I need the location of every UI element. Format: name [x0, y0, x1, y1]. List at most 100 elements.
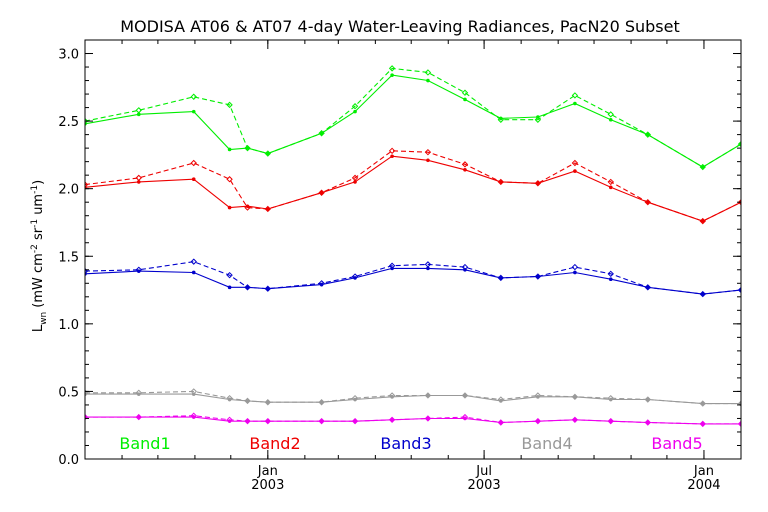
band4-at06-point — [390, 395, 394, 399]
band1-at06-point — [426, 78, 430, 83]
band5-at06-point — [266, 419, 270, 423]
band1-at06-point — [227, 147, 232, 152]
band1-at06-point — [463, 97, 467, 102]
band4-at06-point — [426, 393, 430, 398]
band3-at06-point — [463, 267, 467, 272]
band3-at06-line — [85, 267, 741, 295]
y-tick-label: 0.0 — [58, 453, 79, 468]
band3-at06-point — [608, 277, 613, 282]
band5-at07-point — [607, 417, 614, 425]
y-tick-label: 3.0 — [58, 48, 79, 63]
band4-at07-point — [644, 396, 652, 403]
band4-at06-point — [136, 392, 141, 396]
band5-at07-point — [264, 417, 272, 425]
band1-at07-point — [737, 140, 741, 148]
band3-at06-point — [536, 274, 540, 279]
band5-at07-point — [644, 419, 652, 426]
band1-at06-point — [191, 109, 196, 114]
x-tick-label-year: 2003 — [468, 478, 501, 493]
y-tick-label: 0.5 — [58, 385, 79, 400]
band1-at06-point — [700, 165, 705, 169]
band3-at07-point — [244, 284, 251, 291]
band2-at07-point — [85, 181, 89, 188]
band3-at06-point — [499, 276, 503, 280]
band2-at06-point — [319, 190, 324, 195]
band5-at06-line — [85, 416, 741, 425]
y-axis-label: Lwn (mW cm-2 sr-1 um-1) — [30, 180, 49, 332]
y-tick-label: 1.5 — [58, 250, 79, 265]
y-tick-label: 1.0 — [58, 318, 79, 333]
band4-at06-point — [645, 397, 650, 402]
band4-at06-point — [191, 392, 196, 396]
band2-at06-point — [608, 185, 613, 190]
band1-at07-point — [571, 92, 579, 99]
band3-at07-point — [607, 270, 614, 278]
band1-at06-point — [245, 146, 250, 150]
band2-at06-point — [700, 219, 705, 223]
band2-at07-point — [190, 159, 197, 167]
axes: 0.00.51.01.52.02.53.0Jan2003Jul2003Jan20… — [58, 39, 742, 493]
band5-at06-point — [499, 420, 503, 425]
band4-at07-point — [737, 400, 741, 407]
band4-at06-point — [700, 401, 705, 406]
band4-at06-point — [499, 399, 503, 403]
band2-at06-point — [390, 154, 394, 159]
series-group — [85, 65, 741, 428]
band4-at07-point — [264, 399, 272, 406]
band5-at07-point — [135, 413, 142, 421]
band2-at07-line — [85, 150, 741, 222]
band4-at07-point — [424, 392, 432, 399]
band5-at07-point — [497, 419, 505, 426]
band5-at07-point — [534, 417, 542, 425]
x-tick-label-month: Jan — [693, 464, 714, 479]
band3-at06-point — [266, 286, 270, 291]
band4-at07-line — [85, 390, 741, 405]
band1-at07-point — [226, 101, 233, 109]
band5-at06-point — [191, 415, 196, 419]
band3-at07-line — [85, 261, 741, 295]
band1-at06-point — [390, 73, 394, 77]
band1-at06-point — [573, 101, 577, 106]
band5-at06-point — [608, 419, 613, 423]
band5-at06-point — [536, 419, 540, 423]
band4-at06-point — [463, 393, 467, 398]
plot-area — [85, 65, 741, 428]
band4-at07-point — [571, 393, 579, 401]
band2-at06-point — [136, 180, 141, 184]
band4-at07-point — [318, 399, 325, 406]
band5-at07-point — [737, 420, 741, 428]
band2-at06-point — [573, 169, 577, 173]
band1-at07-point — [85, 117, 89, 125]
x-tick-label-year: 2003 — [251, 478, 284, 493]
band2-at06-line — [85, 155, 741, 222]
x-tick-label-month: Jan — [257, 464, 278, 479]
band1-at07-point — [534, 116, 542, 123]
band4-at06-line — [85, 393, 741, 405]
band3-at06-point — [319, 282, 324, 287]
band1-at07-point — [424, 69, 432, 76]
x-tick-label-month: Jul — [475, 464, 492, 479]
band5-at06-point — [426, 416, 430, 421]
x-tick-label-year: 2004 — [687, 478, 720, 493]
legend-band4: Band4 — [521, 434, 572, 453]
y-tick-label: 2.0 — [58, 183, 79, 198]
band1-at06-point — [608, 117, 613, 122]
band1-at07-point — [461, 89, 469, 96]
band2-at06-point — [645, 200, 650, 204]
band3-at06-point — [136, 269, 141, 273]
band2-at06-point — [266, 207, 270, 211]
band2-at06-point — [353, 180, 357, 184]
y-tick-label: 2.5 — [58, 115, 79, 130]
band1-at07-point — [190, 93, 197, 100]
band3-at06-point — [645, 285, 650, 290]
band2-at06-point — [499, 180, 503, 184]
band1-at06-point — [499, 116, 503, 121]
legend-band3: Band3 — [380, 434, 431, 453]
band3-at06-point — [573, 270, 577, 275]
band5-at06-point — [463, 416, 467, 421]
band5-at06-point — [319, 419, 324, 423]
band4-at06-point — [353, 397, 357, 402]
band5-at06-point — [353, 419, 357, 423]
band2-at07-point — [737, 198, 741, 206]
